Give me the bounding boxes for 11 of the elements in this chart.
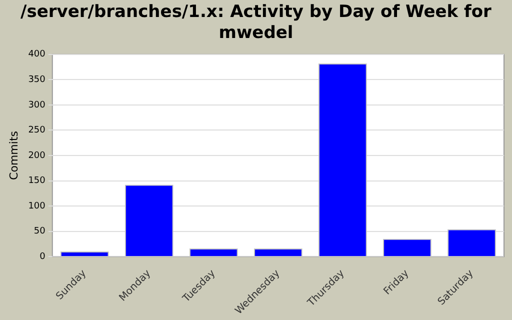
y-tick-label: 150 [28, 176, 46, 186]
y-tick-label: 400 [28, 50, 46, 60]
y-tick-label: 50 [34, 226, 46, 237]
chart-title: /server/branches/1.x: Activity by Day of Week for mwedel [20, 1, 492, 45]
y-tick-label: 0 [40, 252, 46, 262]
y-axis-title: Commits [7, 130, 20, 180]
y-tick-label: 100 [28, 201, 46, 212]
y-tick-label: 200 [28, 150, 46, 161]
y-tick-label: 350 [28, 75, 46, 86]
y-tick-label: 250 [28, 126, 46, 136]
y-tick-label: 300 [28, 100, 46, 110]
